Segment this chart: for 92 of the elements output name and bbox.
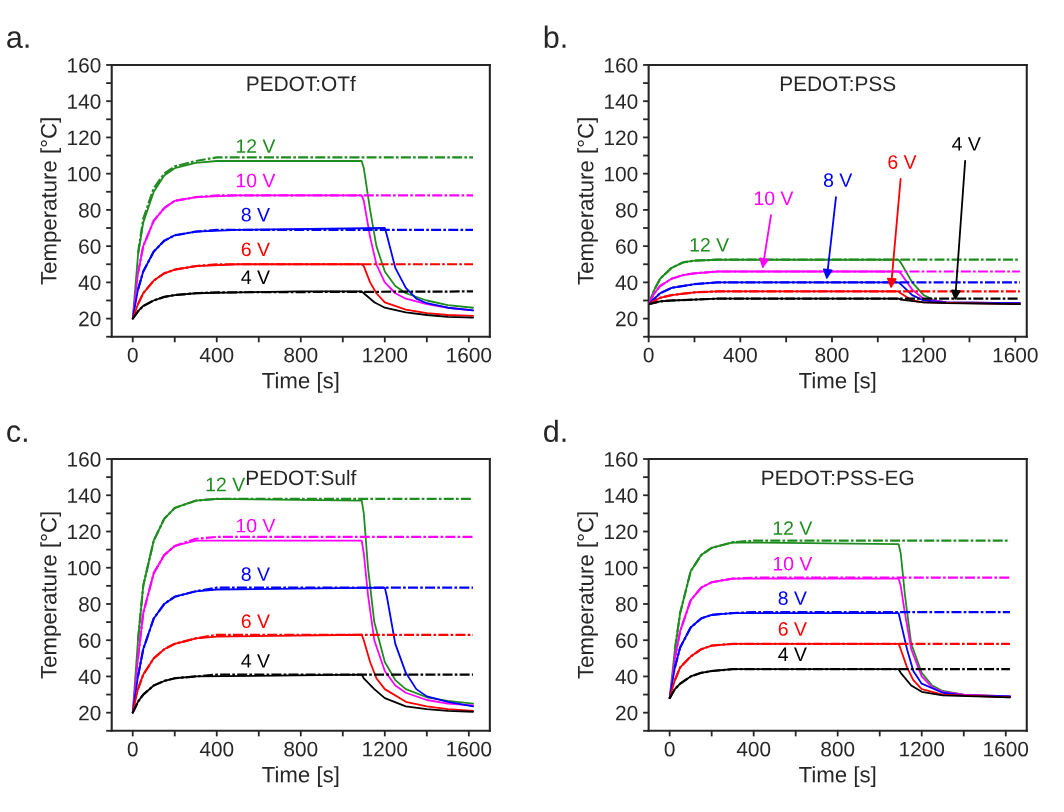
x-tick-label: 800 [815,347,849,363]
x-tick-label: 400 [736,741,771,757]
text: 10 V [754,191,794,206]
series-label: 10 V [236,518,276,533]
text: a. [7,31,29,49]
x-tick-label: 800 [284,741,318,757]
y-axis-title: Temperature [°C] [40,118,61,285]
series-label: 4 V [241,654,270,668]
y-tick-label: 60 [79,633,101,648]
y-tick-label: 20 [79,705,101,721]
x-tick-label: 800 [821,741,855,757]
x-axis-title: Time [s] [262,372,339,393]
series-label: 8 V [778,591,807,606]
y-tick-label: 60 [79,239,101,254]
x-tick-label: 400 [199,347,234,363]
x-axis-title: Time [s] [262,766,339,787]
y-tick-label: 80 [615,596,638,612]
series-label: 6 V [778,622,807,636]
series-label: 12 V [773,521,813,535]
x-tick-label: 1600 [447,347,492,363]
y-tick-label: 140 [605,94,638,109]
y-tick-label: 80 [615,202,638,218]
y-tick-label: 100 [68,560,101,576]
y-tick-label: 100 [605,166,638,182]
text: b. [544,25,566,49]
x-tick-label: 1600 [984,741,1029,757]
chart-title: PEDOT:Sulf [246,469,357,486]
series-label: 6 V [241,242,270,257]
series-label: 10 V [773,556,813,571]
series-label: 12 V [206,477,246,492]
y-tick-label: 60 [616,633,638,648]
x-tick-label: 1200 [902,347,946,363]
x-tick-label: 0 [643,347,654,363]
y-tick-label: 140 [68,94,101,109]
x-tick-label: 800 [284,347,318,363]
x-tick-label: 1200 [363,741,408,757]
y-tick-label: 60 [616,239,638,254]
y-tick-label: 100 [68,166,101,182]
y-tick-label: 20 [79,311,101,327]
x-axis-title: Time [s] [799,372,876,393]
y-tick-label: 140 [68,488,101,504]
x-tick-label: 0 [664,741,675,757]
x-tick-label: 1600 [993,347,1038,363]
line-series [131,263,474,320]
series-label: 4 V [778,647,807,661]
y-tick-label: 40 [615,275,638,291]
series-label: 8 V [241,567,270,582]
text: 4 V [952,137,981,151]
x-axis-title: Time [s] [799,766,876,787]
x-tick-label: 0 [127,347,138,363]
y-tick-label: 80 [79,596,101,612]
x-tick-label: 1200 [363,347,408,363]
y-tick-label: 40 [78,275,101,291]
x-tick-label: 1200 [900,741,945,757]
y-tick-label: 140 [605,488,638,504]
line-series [131,633,474,714]
y-tick-label: 160 [68,452,101,467]
y-tick-label: 160 [605,57,638,73]
y-axis-title: Temperature [°C] [577,512,598,679]
y-tick-label: 120 [68,130,101,146]
y-tick-label: 160 [68,57,101,73]
y-tick-label: 20 [616,311,638,327]
y-tick-label: 120 [68,524,101,540]
chart-title: PEDOT:PSS-EG [762,470,914,486]
y-tick-label: 80 [79,202,101,218]
series-label: 12 V [236,139,276,153]
series-label: 10 V [236,173,276,188]
text: 6 V [888,155,917,169]
y-tick-label: 100 [605,560,638,576]
series-label: 8 V [241,207,270,222]
y-tick-label: 120 [605,524,638,540]
chart-title: PEDOT:OTf [247,75,356,92]
series-label: 6 V [241,614,270,629]
y-tick-label: 120 [605,130,638,146]
y-tick-label: 160 [605,452,638,467]
x-tick-label: 1600 [447,741,492,757]
text: d. [544,419,566,443]
text: 8 V [823,173,853,188]
series-label: 4 V [241,270,270,284]
y-tick-label: 40 [615,669,638,685]
y-axis-title: Temperature [°C] [577,118,598,285]
text: c. [7,425,27,443]
line-series [131,227,474,320]
series-label: 12 V [690,237,730,252]
x-tick-label: 400 [199,741,234,757]
y-tick-label: 40 [78,669,101,685]
y-tick-label: 20 [616,705,638,721]
x-tick-label: 0 [127,741,138,757]
line-series [668,612,1011,700]
y-axis-title: Temperature [°C] [40,512,61,679]
chart-title: PEDOT:PSS [780,76,896,92]
x-tick-label: 400 [723,347,757,363]
